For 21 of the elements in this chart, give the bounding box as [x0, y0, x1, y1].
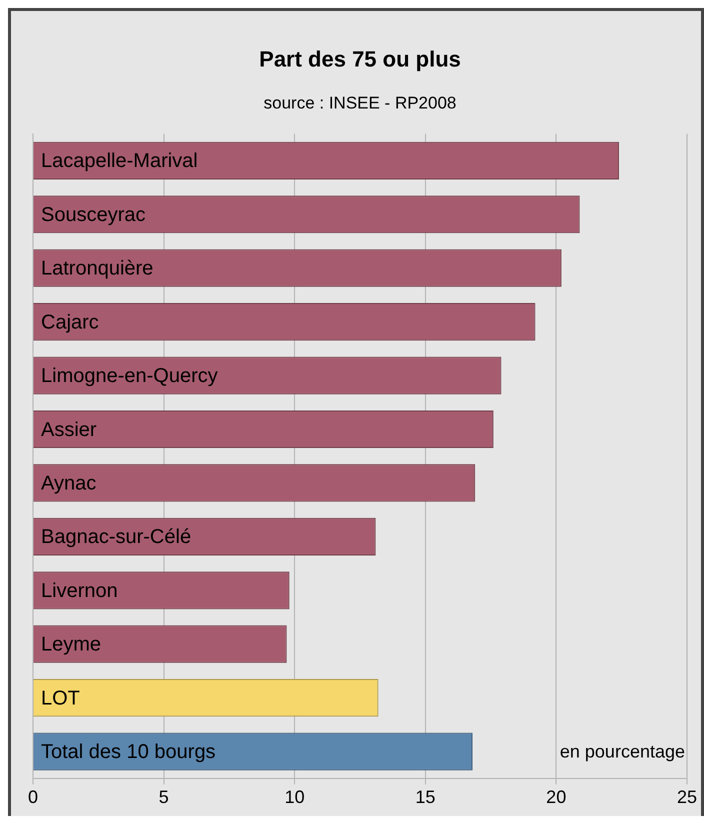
x-tick-label: 0 — [28, 787, 38, 808]
y-tick-label: Sousceyrac — [41, 204, 146, 226]
y-tick-label: Livernon — [41, 580, 118, 602]
y-tick-label: Leyme — [41, 634, 102, 656]
y-tick-label: LOT — [41, 687, 80, 710]
x-tick-label: 5 — [158, 787, 169, 808]
chart-subtitle: source : INSEE - RP2008 — [264, 93, 456, 112]
y-tick-label: Assier — [41, 418, 97, 441]
annotation: en pourcentage — [560, 741, 685, 762]
y-tick-label: Cajarc — [41, 311, 99, 334]
x-tick-label: 15 — [415, 787, 436, 808]
x-tick-label: 25 — [676, 787, 698, 808]
y-tick-label: Latronquière — [41, 258, 154, 280]
y-tick-label: Limogne-en-Quercy — [41, 365, 218, 388]
x-tick-label: 20 — [546, 787, 566, 808]
y-tick-label: Lacapelle-Marival — [41, 150, 198, 172]
y-tick-label: Aynac — [41, 472, 96, 494]
x-tick-label: 10 — [284, 787, 305, 808]
chart-title: Part des 75 ou plus — [259, 46, 461, 72]
y-tick-label: Bagnac-sur-Célé — [41, 526, 192, 548]
y-tick-label: Total des 10 bourgs — [41, 741, 216, 764]
